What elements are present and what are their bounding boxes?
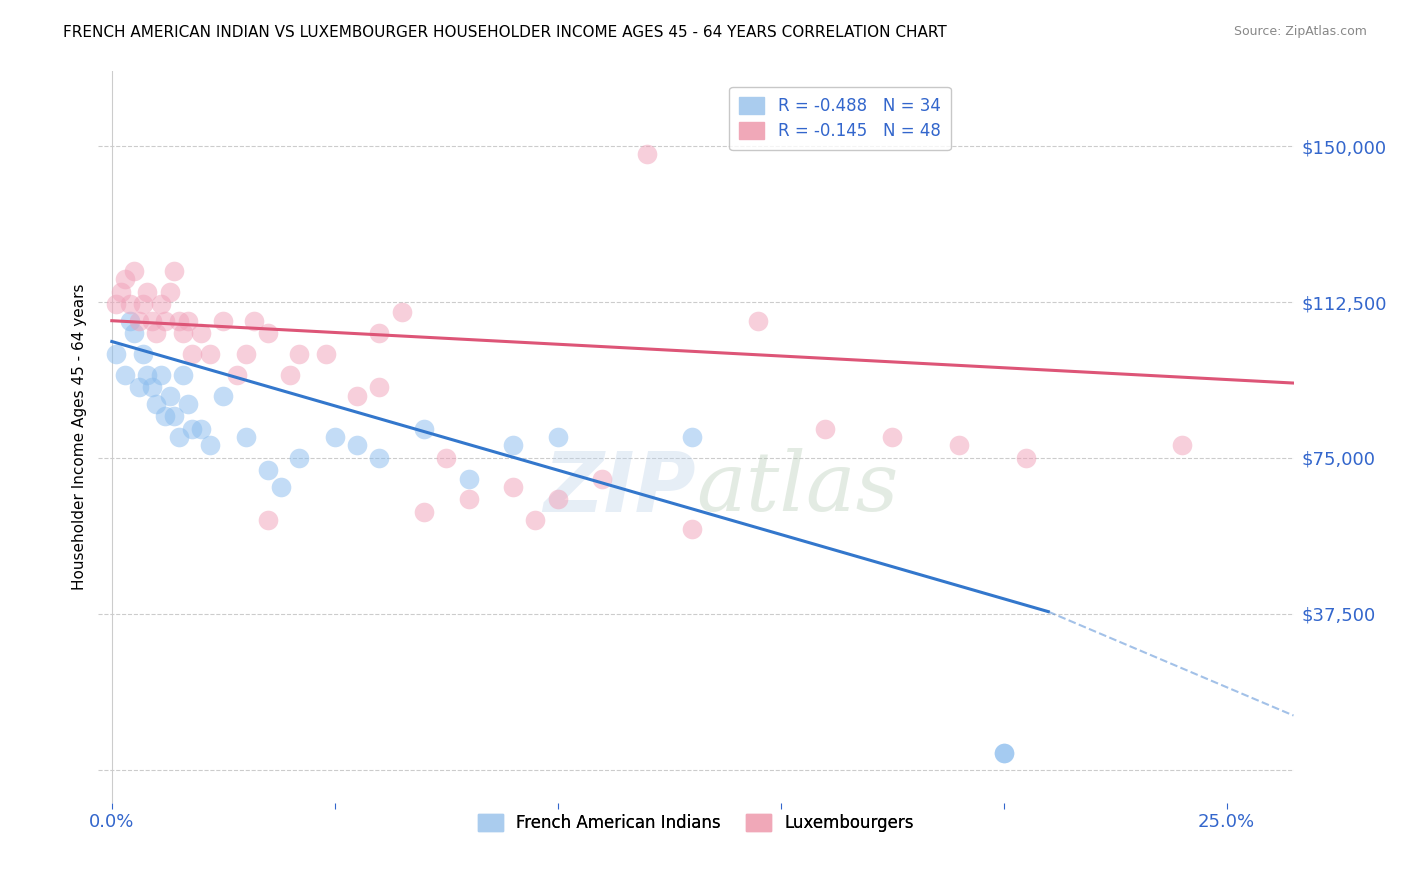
Point	[141, 380, 163, 394]
Point	[235, 430, 257, 444]
Point	[547, 492, 569, 507]
Point	[235, 347, 257, 361]
Point	[257, 463, 280, 477]
Point	[391, 305, 413, 319]
Point	[434, 450, 457, 465]
Point	[118, 297, 141, 311]
Point	[882, 430, 904, 444]
Point	[114, 368, 136, 382]
Point	[257, 513, 280, 527]
Point	[457, 472, 479, 486]
Point	[681, 430, 703, 444]
Point	[128, 314, 150, 328]
Point	[122, 326, 145, 341]
Point	[136, 368, 159, 382]
Point	[243, 314, 266, 328]
Point	[413, 422, 436, 436]
Point	[190, 326, 212, 341]
Point	[159, 388, 181, 402]
Point	[636, 147, 658, 161]
Text: atlas: atlas	[696, 449, 898, 528]
Point	[212, 388, 235, 402]
Point	[993, 746, 1015, 760]
Point	[105, 297, 128, 311]
Text: Source: ZipAtlas.com: Source: ZipAtlas.com	[1233, 25, 1367, 38]
Point	[155, 409, 177, 424]
Point	[747, 314, 769, 328]
Point	[155, 314, 177, 328]
Point	[1015, 450, 1038, 465]
Point	[176, 314, 198, 328]
Point	[346, 438, 368, 452]
Point	[547, 430, 569, 444]
Point	[368, 326, 391, 341]
Point	[167, 314, 190, 328]
Point	[948, 438, 970, 452]
Point	[110, 285, 132, 299]
Point	[368, 380, 391, 394]
Point	[198, 438, 221, 452]
Point	[181, 422, 204, 436]
Point	[315, 347, 337, 361]
Point	[149, 297, 172, 311]
Point	[141, 314, 163, 328]
Point	[163, 409, 186, 424]
Point	[591, 472, 613, 486]
Point	[502, 438, 524, 452]
Point	[172, 326, 194, 341]
Point	[993, 746, 1015, 760]
Point	[190, 422, 212, 436]
Point	[814, 422, 837, 436]
Point	[681, 521, 703, 535]
Point	[159, 285, 181, 299]
Point	[288, 347, 311, 361]
Point	[278, 368, 301, 382]
Point	[122, 264, 145, 278]
Point	[323, 430, 346, 444]
Point	[346, 388, 368, 402]
Point	[149, 368, 172, 382]
Point	[176, 397, 198, 411]
Point	[413, 505, 436, 519]
Point	[288, 450, 311, 465]
Point	[524, 513, 547, 527]
Text: FRENCH AMERICAN INDIAN VS LUXEMBOURGER HOUSEHOLDER INCOME AGES 45 - 64 YEARS COR: FRENCH AMERICAN INDIAN VS LUXEMBOURGER H…	[63, 25, 948, 40]
Point	[132, 347, 155, 361]
Point	[1171, 438, 1194, 452]
Point	[105, 347, 128, 361]
Point	[172, 368, 194, 382]
Point	[118, 314, 141, 328]
Text: ZIP: ZIP	[543, 448, 696, 529]
Point	[270, 480, 292, 494]
Point	[225, 368, 247, 382]
Point	[167, 430, 190, 444]
Point	[145, 397, 167, 411]
Point	[212, 314, 235, 328]
Point	[257, 326, 280, 341]
Point	[132, 297, 155, 311]
Point	[457, 492, 479, 507]
Y-axis label: Householder Income Ages 45 - 64 years: Householder Income Ages 45 - 64 years	[72, 284, 87, 591]
Point	[163, 264, 186, 278]
Point	[502, 480, 524, 494]
Point	[128, 380, 150, 394]
Point	[145, 326, 167, 341]
Point	[114, 272, 136, 286]
Point	[136, 285, 159, 299]
Point	[181, 347, 204, 361]
Point	[198, 347, 221, 361]
Point	[368, 450, 391, 465]
Legend: French American Indians, Luxembourgers: French American Indians, Luxembourgers	[471, 807, 921, 838]
